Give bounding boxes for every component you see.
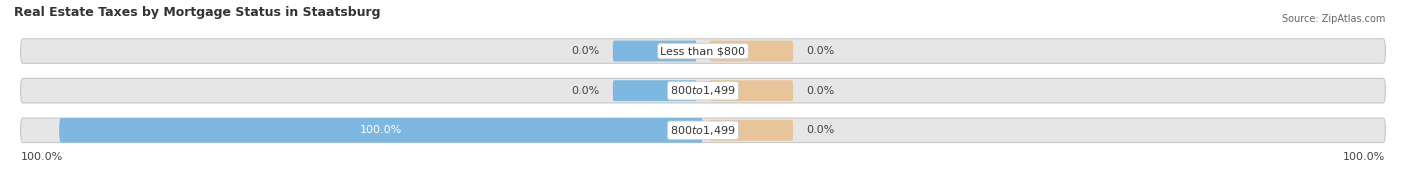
FancyBboxPatch shape bbox=[710, 41, 793, 61]
Text: Source: ZipAtlas.com: Source: ZipAtlas.com bbox=[1281, 14, 1385, 24]
FancyBboxPatch shape bbox=[613, 120, 696, 141]
Text: 0.0%: 0.0% bbox=[806, 125, 834, 135]
FancyBboxPatch shape bbox=[613, 41, 696, 61]
Text: Less than $800: Less than $800 bbox=[661, 46, 745, 56]
Text: $800 to $1,499: $800 to $1,499 bbox=[671, 84, 735, 97]
Text: 0.0%: 0.0% bbox=[806, 46, 834, 56]
Text: $800 to $1,499: $800 to $1,499 bbox=[671, 124, 735, 137]
FancyBboxPatch shape bbox=[710, 120, 793, 141]
Text: 0.0%: 0.0% bbox=[572, 46, 600, 56]
Text: 100.0%: 100.0% bbox=[1343, 152, 1385, 162]
FancyBboxPatch shape bbox=[59, 118, 703, 143]
FancyBboxPatch shape bbox=[21, 78, 1385, 103]
FancyBboxPatch shape bbox=[710, 80, 793, 101]
Text: 100.0%: 100.0% bbox=[360, 125, 402, 135]
Text: 0.0%: 0.0% bbox=[806, 86, 834, 96]
FancyBboxPatch shape bbox=[21, 39, 1385, 63]
Text: 0.0%: 0.0% bbox=[572, 86, 600, 96]
FancyBboxPatch shape bbox=[21, 118, 1385, 143]
FancyBboxPatch shape bbox=[613, 80, 696, 101]
Text: Real Estate Taxes by Mortgage Status in Staatsburg: Real Estate Taxes by Mortgage Status in … bbox=[14, 6, 381, 20]
Text: 100.0%: 100.0% bbox=[21, 152, 63, 162]
